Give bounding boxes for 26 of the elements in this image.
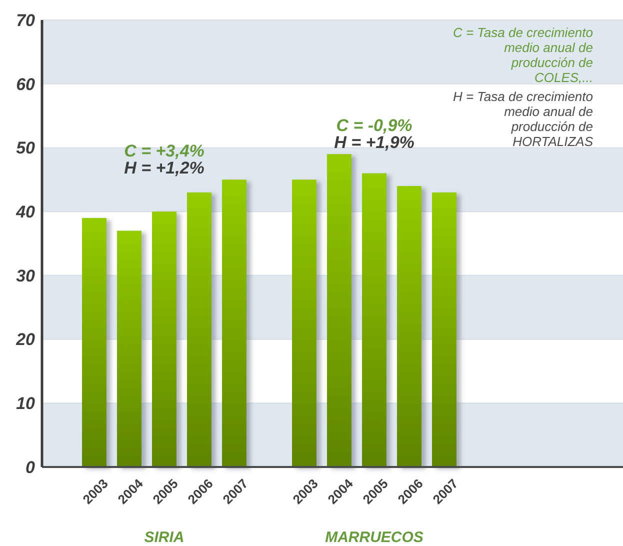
y-tick-label: 40 bbox=[15, 202, 36, 222]
bar bbox=[397, 186, 422, 467]
bar bbox=[187, 192, 212, 467]
annotation: C = +3,4% bbox=[124, 142, 204, 161]
y-tick-label: 50 bbox=[16, 138, 36, 158]
bar bbox=[82, 218, 106, 467]
bar bbox=[152, 212, 176, 467]
bar bbox=[327, 154, 352, 467]
bar bbox=[117, 230, 142, 467]
y-tick-label: 20 bbox=[15, 330, 36, 350]
text: MARRUECOS bbox=[325, 529, 424, 546]
bar bbox=[432, 192, 456, 467]
y-tick-label: 10 bbox=[16, 394, 36, 414]
bar bbox=[222, 180, 246, 467]
y-tick-label: 0 bbox=[26, 458, 36, 477]
y-tick-label: 60 bbox=[16, 74, 36, 94]
bar bbox=[362, 173, 386, 467]
annotation: C = Tasa de crecimiento medio anual de producción de COLES,... bbox=[452, 25, 593, 85]
y-tick-label: 30 bbox=[16, 266, 36, 286]
annotation: C = -0,9% bbox=[336, 116, 412, 136]
bar bbox=[292, 180, 316, 467]
annotation: H = +1,9% bbox=[334, 133, 414, 152]
annotation: H = +1,2% bbox=[124, 158, 204, 178]
y-tick-label: 70 bbox=[16, 10, 36, 30]
annotation: H = Tasa de crecimiento medio anual de producción de HORTALIZAS bbox=[452, 89, 594, 149]
text: SIRIA bbox=[144, 529, 184, 546]
